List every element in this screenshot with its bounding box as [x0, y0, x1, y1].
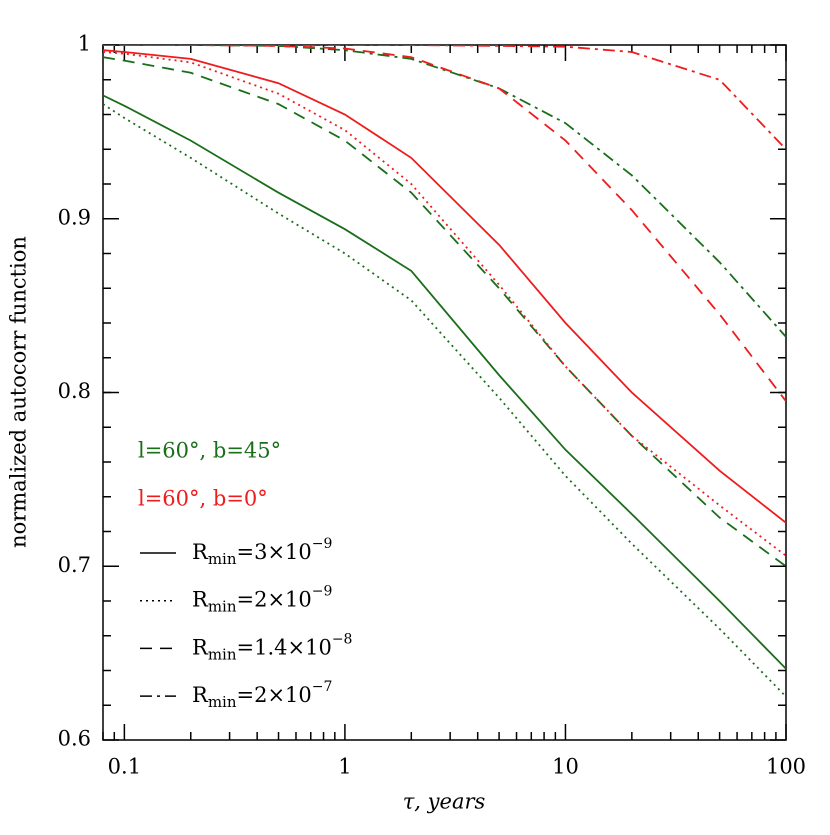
legend-text: =2×10 [237, 587, 312, 611]
legend-sup: −8 [332, 631, 353, 647]
series-line [103, 49, 786, 524]
legend-entry: Rmin=2×10−7 [192, 679, 332, 711]
x-tick-label: 1 [338, 755, 351, 779]
x-tick-label: 0.1 [108, 755, 141, 779]
y-axis-label: normalized autocorr function [7, 236, 31, 548]
legend-entry: Rmin=3×10−9 [192, 536, 332, 568]
legend-text: =3×10 [237, 540, 312, 564]
x-tick-label: 100 [766, 755, 806, 779]
y-tick-label: 1 [78, 32, 91, 56]
x-tick-label: 10 [552, 755, 579, 779]
legend-sub: min [208, 693, 237, 711]
legend-text: R [192, 635, 209, 659]
legend-text: =1.4×10 [237, 635, 332, 659]
legend-sub: min [208, 550, 237, 568]
x-axis-label: τ, years [403, 790, 486, 814]
legend-sub: min [208, 598, 237, 616]
y-tick-label: 0.6 [58, 727, 91, 751]
y-tick-label: 0.9 [58, 205, 91, 229]
y-tick-label: 0.7 [58, 553, 91, 577]
legend-group: l=60°, b=45° [138, 439, 281, 463]
legend-entry: Rmin=2×10−9 [192, 584, 332, 616]
y-tick-label: 0.8 [58, 379, 91, 403]
legend-group: l=60°, b=0° [138, 487, 268, 511]
legend-text: =2×10 [237, 683, 312, 707]
legend-text: R [192, 587, 209, 611]
series-line [103, 45, 786, 338]
series-line [103, 51, 786, 557]
series-line [103, 56, 786, 568]
legend-sup: −9 [312, 584, 333, 600]
legend-entry: Rmin=1.4×10−8 [192, 631, 352, 663]
legend-sub: min [208, 645, 237, 663]
legend-sup: −7 [312, 679, 333, 695]
legend-text: R [192, 683, 209, 707]
legend-sup: −9 [312, 536, 333, 552]
series-line [103, 94, 786, 670]
series-line [103, 45, 786, 150]
legend-text: R [192, 540, 209, 564]
series-line [103, 45, 786, 402]
